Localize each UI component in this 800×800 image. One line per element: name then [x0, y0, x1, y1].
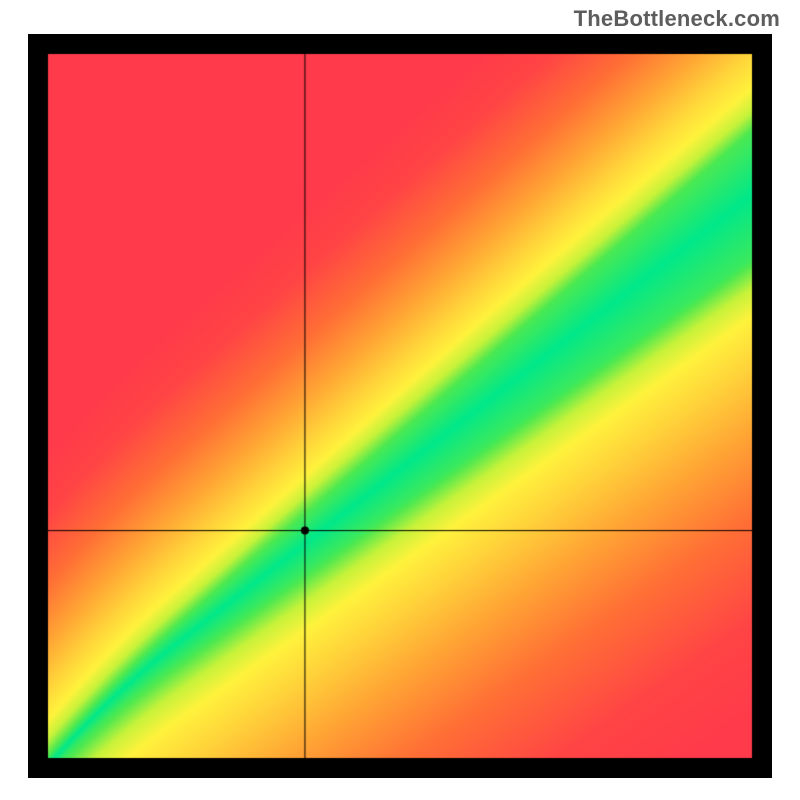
heatmap-canvas: [28, 34, 772, 778]
chart-container: TheBottleneck.com: [0, 0, 800, 800]
plot-frame: [28, 34, 772, 778]
watermark-text: TheBottleneck.com: [574, 6, 780, 32]
